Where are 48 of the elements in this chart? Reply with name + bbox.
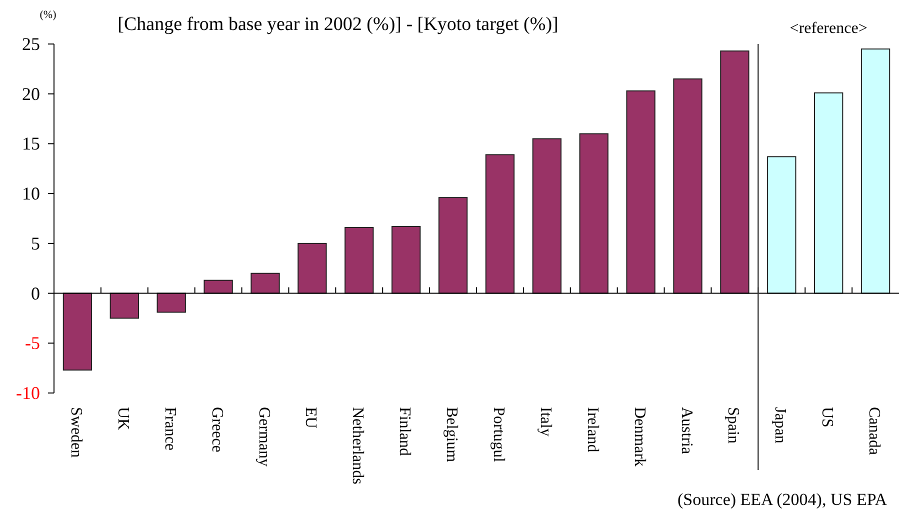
x-tick-label: Sweden: [67, 407, 84, 458]
bar: [579, 133, 608, 294]
x-tick-label: Spain: [724, 407, 742, 444]
x-tick-label: UK: [114, 407, 132, 431]
bar: [673, 78, 702, 294]
x-tick-label: Austria: [678, 407, 695, 454]
x-tick-label: Canada: [866, 407, 883, 455]
x-tick-label: Portugul: [490, 407, 507, 463]
x-tick-label: Italy: [536, 407, 554, 436]
bar: [626, 90, 656, 294]
y-tick-label: -5: [25, 333, 40, 354]
text: (Source) EEA (2004), US EPA: [678, 490, 888, 509]
bar: [344, 226, 374, 294]
bar: [860, 48, 890, 294]
bar: [814, 92, 844, 294]
y-tick-label: 10: [22, 184, 40, 204]
bar: [156, 292, 186, 313]
y-tick-label: 5: [31, 233, 40, 254]
chart-title: [Change from base year in 2002 (%)] - [Kyoto target (%)]: [118, 14, 558, 35]
ref-line-label: <reference>: [790, 20, 868, 37]
y-tick-label: 15: [22, 134, 40, 154]
x-tick-label: US: [818, 407, 836, 428]
bar: [532, 138, 562, 294]
x-tick-label: Finland: [396, 407, 414, 456]
y-tick-label: 0: [31, 283, 40, 304]
y-tick-label: 20: [22, 84, 40, 104]
x-tick-label: Ireland: [584, 407, 601, 452]
bar: [392, 226, 421, 294]
x-tick-label: Germany: [255, 407, 272, 467]
bar: [438, 197, 468, 294]
x-tick-label: EU: [302, 407, 320, 429]
bar: [485, 154, 515, 294]
y-tick-label: -10: [16, 383, 40, 403]
bar: [720, 50, 750, 294]
bar: [110, 292, 139, 319]
x-tick-label: Japan: [772, 407, 789, 444]
bar: [62, 292, 92, 371]
bar: [204, 280, 233, 294]
x-tick-label: Belgium: [443, 407, 460, 463]
bar: [298, 242, 327, 294]
x-tick-label: Denmark: [630, 407, 648, 467]
bar: [250, 272, 280, 294]
y-axis-title: (%): [40, 9, 57, 21]
x-tick-label: France: [161, 407, 178, 451]
bar: [767, 156, 796, 294]
x-tick-label: Netherlands: [349, 407, 366, 484]
y-tick-label: 25: [22, 34, 40, 54]
x-tick-label: Greece: [208, 407, 226, 452]
